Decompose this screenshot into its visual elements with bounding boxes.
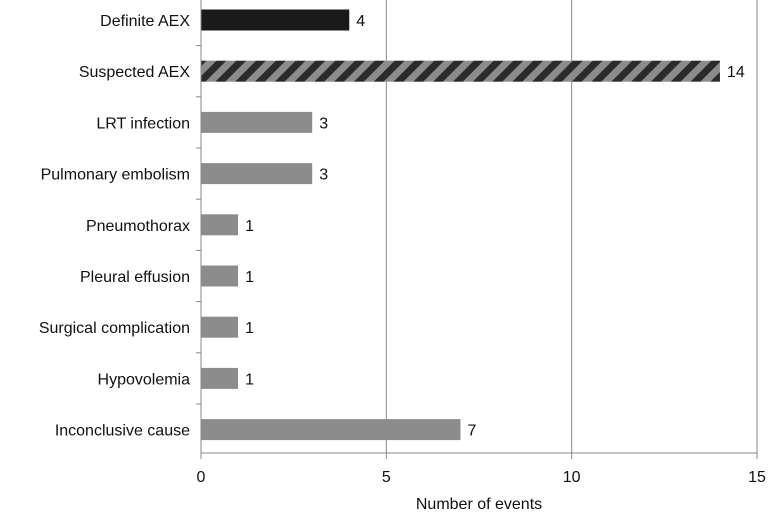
bar-6 xyxy=(201,316,239,338)
value-label-3: 3 xyxy=(319,167,328,184)
value-label-7: 1 xyxy=(245,371,254,388)
category-label-6: Surgical complication xyxy=(39,320,190,337)
bar-5 xyxy=(201,265,239,287)
x-tick-label-5: 5 xyxy=(382,469,391,486)
axis-layer xyxy=(196,0,758,459)
bar-8 xyxy=(201,419,461,441)
x-tick-label-0: 0 xyxy=(197,469,206,486)
label-layer: 0 5 10 15 Definite AEX 4 Suspected AEX 14 LRT in… xyxy=(39,13,766,486)
bar-4 xyxy=(201,214,239,236)
bar-2 xyxy=(201,111,313,133)
value-label-6: 1 xyxy=(245,320,254,337)
x-tick-label-15: 15 xyxy=(748,469,766,486)
category-label-3: Pulmonary embolism xyxy=(41,167,190,184)
bar-3 xyxy=(201,163,313,185)
category-label-2: LRT infection xyxy=(96,115,190,132)
x-tick-label-10: 10 xyxy=(563,469,581,486)
category-label-4: Pneumothorax xyxy=(86,218,190,235)
category-label-5: Pleural effusion xyxy=(80,269,190,286)
category-label-1: Suspected AEX xyxy=(79,64,191,81)
category-label-0: Definite AEX xyxy=(100,13,190,30)
value-label-2: 3 xyxy=(319,115,328,132)
value-label-1: 14 xyxy=(727,64,745,81)
bar-1 xyxy=(201,60,720,82)
value-label-0: 4 xyxy=(356,13,365,30)
bar-0 xyxy=(201,9,350,31)
x-axis-title: Number of events xyxy=(416,496,542,513)
value-label-4: 1 xyxy=(245,218,254,235)
bar-7 xyxy=(201,367,239,389)
category-label-7: Hypovolemia xyxy=(98,371,191,388)
category-label-8: Inconclusive cause xyxy=(55,423,190,440)
value-label-5: 1 xyxy=(245,269,254,286)
bar-layer xyxy=(201,9,720,441)
value-label-8: 7 xyxy=(467,423,476,440)
